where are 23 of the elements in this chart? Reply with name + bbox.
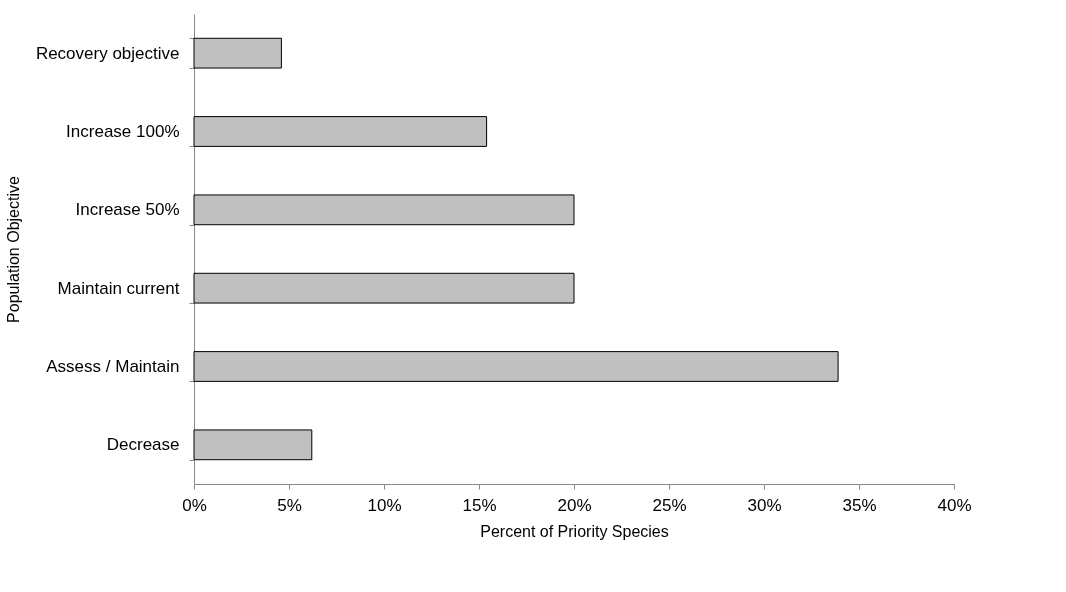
x-tick-label: 30%: [747, 495, 782, 515]
y-tick-label: Increase 50%: [75, 200, 180, 220]
bar: [193, 37, 282, 69]
bar: [193, 194, 575, 226]
bar: [193, 272, 575, 304]
y-tick-label: Recovery objective: [35, 43, 180, 63]
x-tick-label: 0%: [182, 495, 207, 515]
x-axis-title: Percent of Priority Species: [480, 522, 669, 540]
x-tick-label: 15%: [462, 495, 497, 515]
y-tick-label: Assess / Maintain: [46, 357, 180, 376]
bar: [193, 116, 488, 147]
bar: [193, 429, 313, 461]
y-tick-label: Decrease: [106, 435, 180, 455]
x-tick-label: 40%: [937, 495, 972, 515]
x-tick-label: 5%: [277, 495, 302, 515]
y-axis-title: Population Objective: [4, 176, 22, 323]
x-tick-label: 10%: [367, 495, 402, 515]
x-tick-label: 25%: [652, 495, 687, 515]
x-tick-label: 35%: [842, 495, 877, 515]
bar: [193, 351, 839, 382]
x-tick-label: 20%: [557, 495, 592, 515]
y-tick-label: Maintain current: [57, 278, 180, 298]
y-tick-label: Increase 100%: [66, 122, 180, 141]
